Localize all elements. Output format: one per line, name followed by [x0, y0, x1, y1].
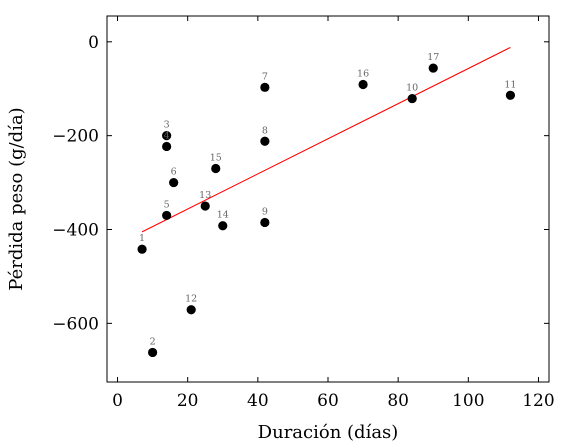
tick-marks	[107, 16, 549, 382]
data-point	[260, 136, 270, 146]
data-point	[162, 141, 172, 152]
plot-frame	[106, 15, 550, 383]
data-point-label: 12	[185, 294, 197, 305]
data-point	[260, 82, 270, 92]
data-point	[218, 221, 228, 231]
x-tick-label: 20	[177, 391, 199, 411]
data-point	[407, 93, 417, 104]
data-point-label: 14	[217, 210, 229, 221]
data-point-label: 1	[139, 233, 145, 244]
data-point	[428, 63, 438, 73]
x-tick-label: 100	[452, 391, 484, 411]
data-point-label: 15	[210, 153, 222, 164]
data-point	[211, 163, 221, 174]
data-point	[260, 217, 270, 228]
y-axis-title: Pérdida peso (g/día)	[6, 107, 27, 290]
x-tick-label: 40	[247, 391, 269, 411]
y-tick-label: −200	[52, 127, 99, 147]
data-point	[148, 347, 158, 358]
data-point	[162, 131, 172, 141]
x-tick-label: 0	[112, 391, 123, 411]
data-point-label: 17	[427, 52, 439, 63]
trend-line	[141, 46, 511, 233]
data-point	[200, 201, 210, 211]
tick-labels: 0 20 40 60 80 100 120 0 −200 −400 −600	[52, 33, 554, 411]
data-point	[358, 79, 368, 90]
data-point-label: 2	[150, 336, 156, 347]
data-point-label: 3	[164, 120, 170, 131]
data-point-label: 13	[199, 190, 211, 201]
data-points	[137, 63, 516, 358]
data-point-label: 4	[164, 130, 170, 141]
data-point-label: 5	[164, 199, 170, 210]
x-tick-label: 60	[317, 391, 339, 411]
data-point-label: 11	[504, 79, 516, 90]
data-point-label: 8	[262, 125, 268, 136]
data-point-label: 6	[171, 167, 177, 178]
data-point	[169, 177, 179, 188]
data-point	[137, 244, 147, 254]
data-point-label: 16	[357, 69, 369, 80]
data-point-label: 9	[262, 206, 268, 217]
data-point	[162, 210, 172, 221]
y-tick-label: −600	[52, 314, 99, 334]
x-tick-label: 120	[522, 391, 554, 411]
data-point	[505, 90, 516, 100]
data-point-label: 7	[262, 71, 268, 82]
x-tick-label: 80	[387, 391, 409, 411]
data-point-label: 10	[406, 83, 418, 94]
data-point	[186, 305, 196, 315]
y-tick-label: −400	[52, 221, 99, 241]
y-tick-label: 0	[88, 33, 99, 53]
x-axis-title: Duración (días)	[258, 422, 399, 443]
